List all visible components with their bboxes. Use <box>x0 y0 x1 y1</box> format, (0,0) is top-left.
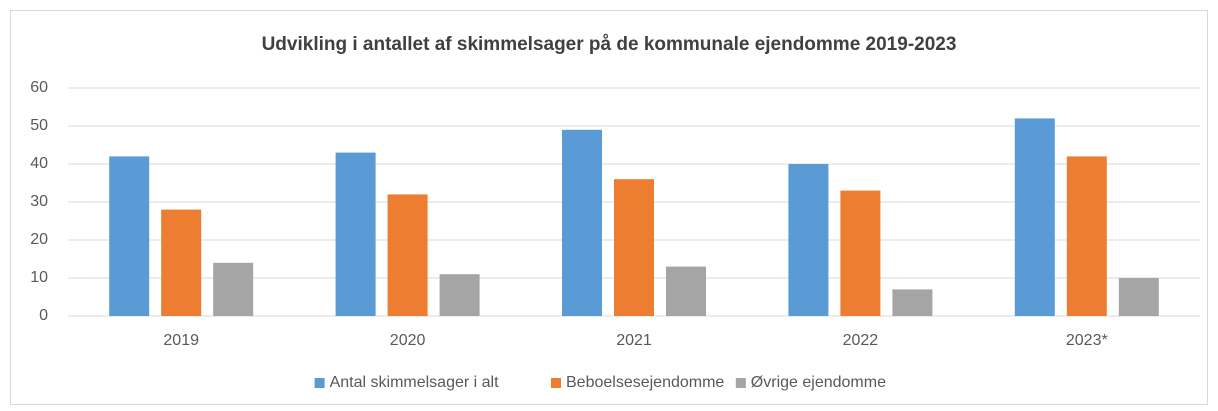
y-tick-label: 50 <box>30 117 48 134</box>
bar <box>1014 118 1055 317</box>
bar <box>109 156 150 316</box>
bar <box>788 164 829 316</box>
bar <box>387 194 428 316</box>
bar <box>161 209 202 316</box>
legend-label: Antal skimmelsager i alt <box>330 374 500 391</box>
legend-swatch <box>735 378 746 388</box>
bar <box>213 262 254 316</box>
chart-border <box>10 10 1208 405</box>
bar <box>1066 156 1107 316</box>
y-tick-label: 10 <box>30 269 48 286</box>
y-tick-label: 20 <box>30 231 48 248</box>
bar <box>335 152 376 316</box>
y-tick-label: 40 <box>30 155 48 172</box>
bar <box>840 190 881 316</box>
bar <box>439 274 480 316</box>
y-tick-label: 30 <box>30 193 48 210</box>
bar <box>562 129 602 316</box>
bar <box>892 289 933 316</box>
legend-swatch <box>551 378 561 388</box>
bar <box>666 266 706 316</box>
bar <box>1118 278 1159 316</box>
x-tick-label: 2020 <box>390 332 426 349</box>
legend-label: Beboelsesejendomme <box>566 374 724 391</box>
legend-label: Øvrige ejendomme <box>751 374 886 391</box>
chart-title: Udvikling i antallet af skimmelsager på … <box>262 34 957 55</box>
y-tick-label: 60 <box>30 79 48 96</box>
x-tick-label: 2021 <box>616 332 652 349</box>
x-tick-label: 2019 <box>163 332 199 349</box>
x-tick-label: 2023* <box>1066 332 1108 349</box>
x-tick-label: 2022 <box>843 332 879 349</box>
y-tick-label: 0 <box>39 307 48 324</box>
bar <box>614 179 654 316</box>
legend-swatch <box>314 378 325 388</box>
